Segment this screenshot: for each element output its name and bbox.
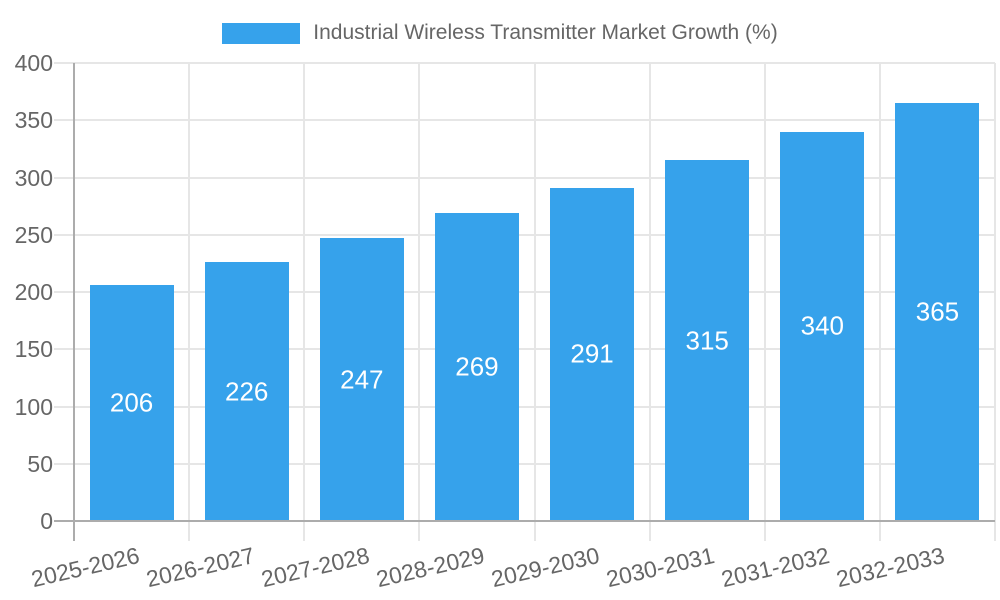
x-axis-tick	[418, 521, 421, 541]
bar: 226	[204, 262, 289, 521]
x-axis-tick	[763, 521, 766, 541]
bar-value-label: 269	[455, 351, 499, 382]
bar-value-label: 340	[800, 310, 844, 341]
y-tick-label: 400	[14, 50, 53, 76]
v-gridline	[648, 63, 651, 521]
v-gridline	[303, 63, 306, 521]
bar: 340	[780, 131, 865, 521]
bar: 365	[895, 103, 980, 521]
v-gridline	[418, 63, 421, 521]
bar: 291	[550, 187, 635, 521]
bar: 206	[89, 285, 174, 521]
v-gridline	[878, 63, 881, 521]
plot-area: 206 226 247 269 291 315 340 365	[74, 62, 996, 521]
y-tick-label: 350	[14, 107, 53, 134]
x-axis-tick	[648, 521, 651, 541]
bar-value-label: 315	[685, 325, 729, 356]
y-tick-label: 0	[40, 508, 53, 534]
x-axis-tick	[303, 521, 306, 541]
x-axis-tick	[994, 521, 996, 541]
y-axis-tick	[54, 233, 74, 236]
y-axis-tick	[54, 291, 74, 293]
y-tick-label: 250	[14, 221, 53, 248]
x-axis-tick	[878, 521, 881, 541]
bar-value-label: 365	[915, 296, 960, 327]
bar: 247	[319, 238, 404, 521]
v-gridline	[994, 63, 996, 521]
bar-value-label: 206	[109, 387, 154, 418]
y-tick-label: 150	[14, 336, 53, 363]
y-axis-tick	[54, 405, 74, 408]
y-tick-label: 200	[14, 279, 53, 305]
bar: 269	[434, 212, 519, 521]
y-tick-label: 300	[14, 164, 53, 191]
y-axis-tick	[54, 119, 74, 122]
legend-swatch	[222, 22, 301, 44]
y-tick-label: 50	[27, 450, 53, 477]
x-axis-tick	[188, 521, 191, 541]
v-gridline	[763, 63, 766, 521]
bar-value-label: 291	[570, 338, 614, 369]
bar-value-label: 247	[340, 364, 384, 395]
y-tick-label: 100	[14, 393, 53, 420]
y-axis-tick	[54, 62, 74, 64]
v-gridline	[188, 63, 191, 521]
y-axis-line	[73, 63, 75, 541]
y-axis-tick	[54, 348, 74, 351]
x-axis-line	[54, 520, 995, 522]
legend: Industrial Wireless Transmitter Market G…	[0, 21, 1000, 45]
legend-label: Industrial Wireless Transmitter Market G…	[313, 21, 778, 44]
x-axis-tick	[533, 521, 536, 541]
bar: 315	[665, 160, 750, 521]
bar-value-label: 226	[224, 376, 269, 407]
y-axis-tick	[54, 462, 74, 465]
v-gridline	[533, 63, 536, 521]
y-axis-tick	[54, 176, 74, 179]
